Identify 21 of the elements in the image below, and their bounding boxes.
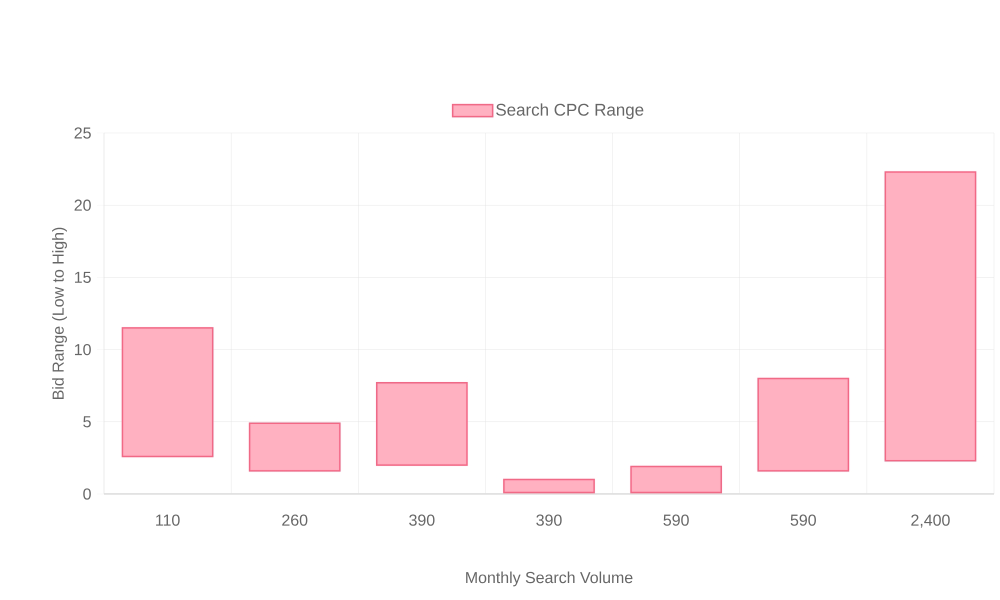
x-tick-label: 260 — [282, 514, 308, 526]
x-axis-title: Monthly Search Volume — [466, 571, 632, 586]
y-tick-label: 20 — [74, 200, 91, 211]
y-tick-label: 25 — [74, 127, 91, 139]
bar — [884, 171, 976, 462]
y-axis-title: Bid Range (Low to High) — [52, 228, 67, 400]
bar — [248, 422, 341, 472]
legend-label: Search CPC Range — [496, 103, 644, 120]
bar — [376, 382, 468, 466]
x-tick-label: 110 — [156, 514, 180, 526]
x-tick-label: 390 — [536, 514, 562, 526]
y-tick-label: 10 — [74, 344, 91, 356]
x-tick-label: 590 — [663, 514, 689, 526]
y-tick-label: 0 — [83, 488, 91, 500]
x-tick-label: 390 — [409, 514, 435, 526]
x-tick-label: 590 — [790, 514, 816, 526]
y-tick-label: 15 — [74, 272, 91, 283]
bar — [122, 327, 214, 458]
bar — [757, 378, 850, 472]
y-tick-label: 5 — [83, 416, 91, 428]
x-tick-label: 2,400 — [911, 514, 950, 528]
